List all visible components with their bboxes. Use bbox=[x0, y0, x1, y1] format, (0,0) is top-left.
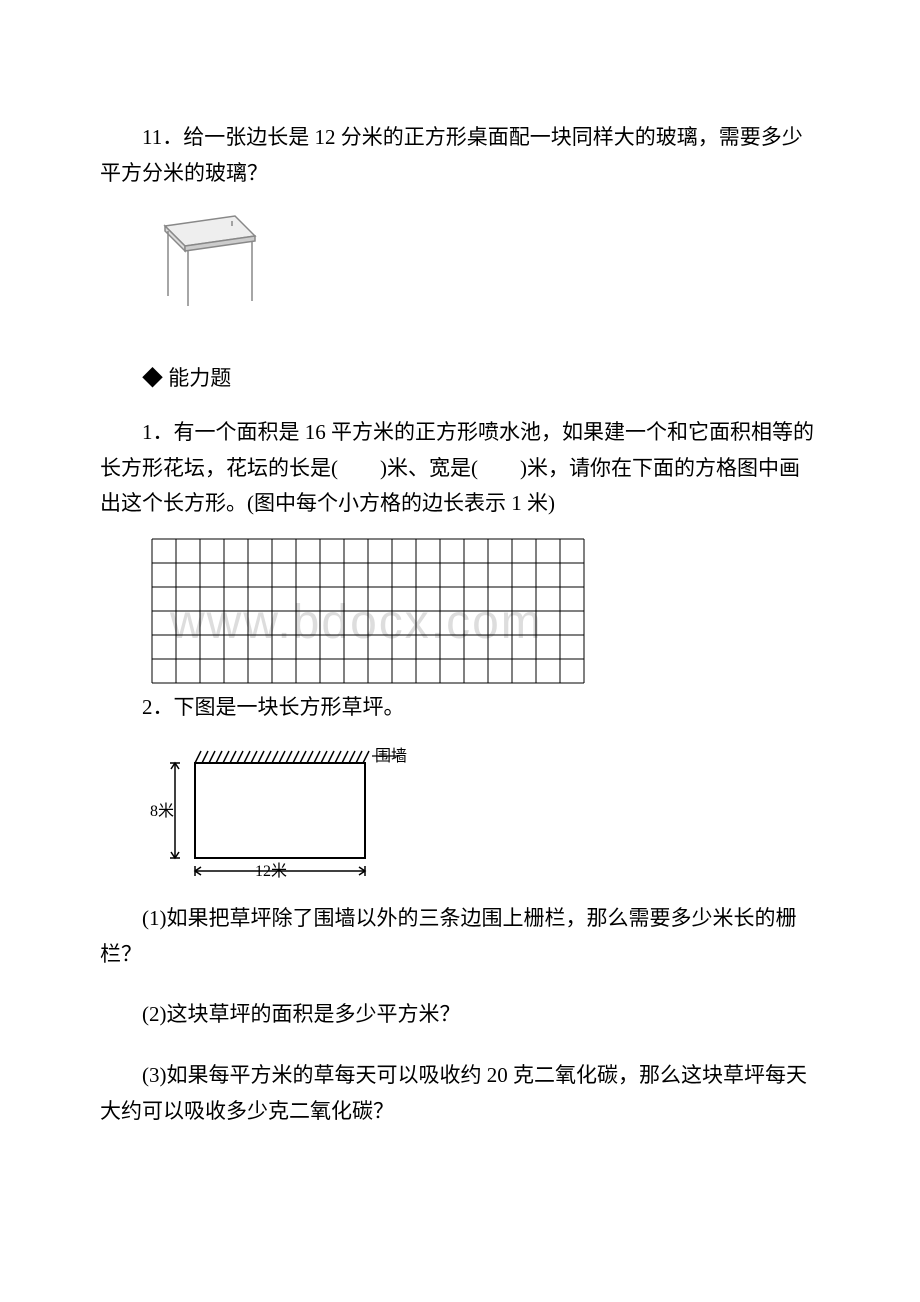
question-2-text: 下图是一块长方形草坪。 bbox=[174, 690, 405, 726]
table-figure bbox=[150, 201, 820, 311]
ability-section-header: ◆ 能力题 bbox=[100, 361, 820, 397]
question-2-sub3: (3)如果每平方米的草每天可以吸收约 20 克二氧化碳，那么这块草坪每天大约可以… bbox=[100, 1058, 820, 1129]
question-2-prefix: 2． bbox=[142, 690, 174, 726]
main-content: 11．给一张边长是 12 分米的正方形桌面配一块同样大的玻璃，需要多少平方分米的… bbox=[100, 120, 820, 1129]
question-2-header: 2． 下图是一块长方形草坪。 bbox=[100, 690, 820, 726]
question-1-text: 1．有一个面积是 16 平方米的正方形喷水池，如果建一个和它面积相等的长方形花坛… bbox=[100, 415, 820, 522]
question-2-sub2: (2)这块草坪的面积是多少平方米？ bbox=[100, 997, 820, 1033]
lawn-figure: 围墙 8米 12米 bbox=[150, 741, 820, 886]
wall-label: 围墙 bbox=[375, 747, 407, 765]
question-2-sub1: (1)如果把草坪除了围墙以外的三条边围上栅栏，那么需要多少米长的栅栏？ bbox=[100, 901, 820, 972]
height-label: 8米 bbox=[150, 802, 174, 820]
width-label: 12米 bbox=[255, 862, 287, 880]
grid-figure bbox=[150, 537, 820, 690]
table-svg bbox=[150, 201, 270, 311]
question-11-text: 11．给一张边长是 12 分米的正方形桌面配一块同样大的玻璃，需要多少平方分米的… bbox=[100, 120, 820, 191]
grid-svg bbox=[150, 537, 586, 685]
lawn-svg: 围墙 8米 12米 bbox=[150, 741, 430, 881]
